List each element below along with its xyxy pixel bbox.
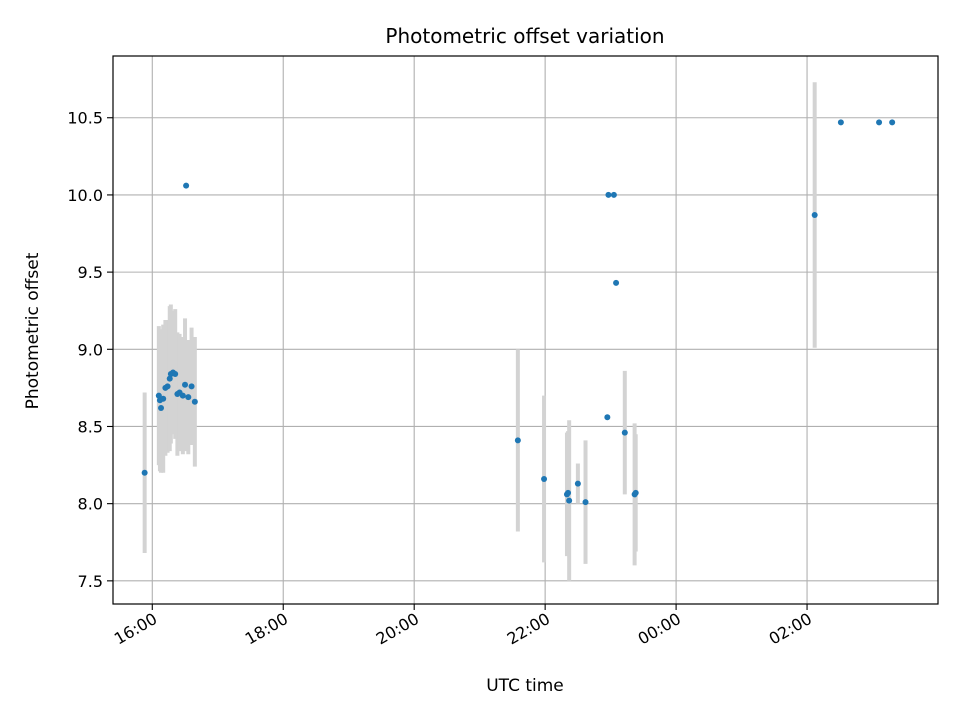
data-point <box>141 469 148 476</box>
data-point <box>574 480 581 487</box>
data-point <box>185 394 192 401</box>
data-point <box>166 375 173 382</box>
chart-title: Photometric offset variation <box>385 24 664 48</box>
data-point <box>889 119 896 126</box>
y-axis-ticks: 7.5 8.0 8.5 9.0 9.5 10.0 10.5 <box>67 109 113 591</box>
data-point <box>172 370 179 377</box>
data-point <box>566 497 573 504</box>
data-points <box>141 119 896 506</box>
data-point <box>876 119 883 126</box>
data-point <box>179 392 186 399</box>
data-point <box>541 475 548 482</box>
y-axis-label: Photometric offset <box>23 252 43 409</box>
y-tick-label: 10.0 <box>67 186 103 205</box>
data-point <box>514 437 521 444</box>
y-tick-label: 10.5 <box>67 109 103 128</box>
y-tick-label: 7.5 <box>78 572 103 591</box>
grid <box>113 56 938 604</box>
data-point <box>565 489 572 496</box>
data-point <box>837 119 844 126</box>
data-point <box>811 211 818 218</box>
data-point <box>621 429 628 436</box>
data-point <box>183 182 190 189</box>
data-point <box>191 398 198 405</box>
data-point <box>632 489 639 496</box>
x-axis-label: UTC time <box>486 676 564 696</box>
data-point <box>160 395 167 402</box>
plot-area-frame <box>112 55 939 605</box>
data-point <box>613 279 620 286</box>
data-point <box>188 383 195 390</box>
data-point <box>610 191 617 198</box>
y-tick-label: 8.0 <box>78 495 103 514</box>
data-point <box>182 381 189 388</box>
data-point <box>604 414 611 421</box>
data-point <box>582 499 589 506</box>
y-tick-label: 9.0 <box>78 340 103 359</box>
data-point <box>158 404 165 411</box>
y-tick-label: 9.5 <box>78 263 103 282</box>
data-point <box>155 392 162 399</box>
y-tick-label: 8.5 <box>78 417 103 436</box>
data-point <box>164 383 171 390</box>
data-point <box>605 191 612 198</box>
